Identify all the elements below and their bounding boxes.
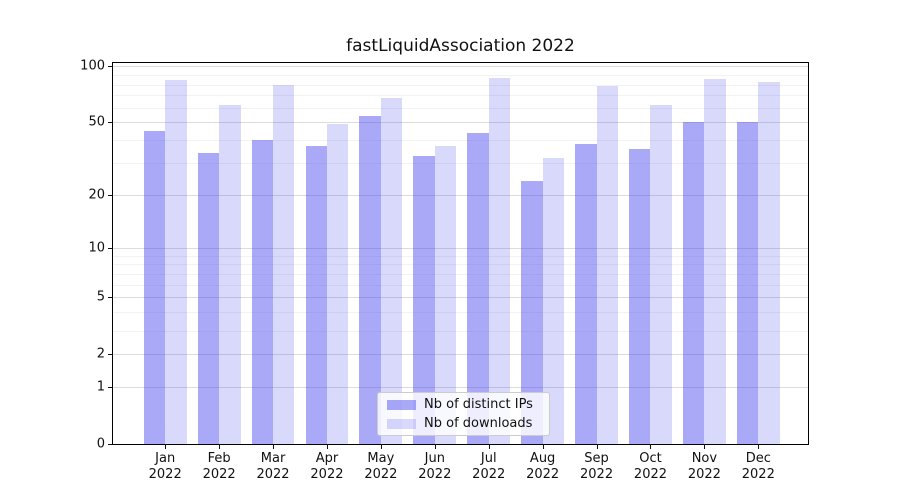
- bar-distinct-ips: [575, 144, 597, 444]
- x-axis-tick: [434, 444, 436, 449]
- legend-item-distinct-ips: Nb of distinct IPs: [387, 397, 540, 412]
- gridline-minor: [113, 107, 809, 109]
- gridline-minor: [113, 273, 809, 275]
- bar-distinct-ips: [197, 153, 220, 444]
- y-axis-tick-label: 20: [88, 187, 105, 203]
- bar-downloads: [596, 85, 618, 444]
- bar-downloads: [704, 78, 726, 444]
- x-axis-tick: [542, 444, 544, 449]
- x-axis-tick-label: Dec 2022: [741, 451, 775, 482]
- x-axis-tick-label: Nov 2022: [687, 451, 721, 482]
- gridline-major: [113, 66, 809, 68]
- bar-distinct-ips: [251, 140, 274, 444]
- bar-distinct-ips: [305, 146, 327, 444]
- gridline-minor: [113, 163, 809, 165]
- gridline-major: [113, 247, 809, 249]
- y-axis-tick-label: 100: [80, 58, 105, 74]
- gridline-major: [113, 194, 809, 196]
- y-axis-tick: [108, 354, 113, 356]
- gridline-minor: [113, 330, 809, 332]
- bar-downloads: [650, 105, 672, 444]
- gridline-minor: [113, 255, 809, 257]
- x-axis-tick-label: May 2022: [364, 451, 398, 482]
- legend-label-downloads: Nb of downloads: [424, 416, 533, 431]
- bar-downloads: [273, 84, 295, 444]
- y-axis-tick: [108, 247, 113, 249]
- legend-swatch-downloads: [387, 418, 416, 429]
- y-axis-tick-label: 1: [96, 379, 105, 395]
- gridline-minor: [113, 284, 809, 286]
- legend: Nb of distinct IPs Nb of downloads: [377, 392, 550, 436]
- y-axis-tick: [108, 194, 113, 196]
- bar-downloads: [542, 157, 565, 444]
- x-axis-tick: [165, 444, 167, 449]
- bar-downloads: [758, 81, 780, 444]
- x-axis-tick: [488, 444, 490, 449]
- y-axis-tick-label: 50: [88, 114, 105, 130]
- x-axis-tick: [380, 444, 382, 449]
- x-axis-tick-label: Mar 2022: [256, 451, 290, 482]
- gridline-major: [113, 354, 809, 356]
- bar-distinct-ips: [143, 130, 166, 444]
- gridline-major: [113, 387, 809, 389]
- gridline-minor: [113, 264, 809, 266]
- x-axis-tick: [326, 444, 328, 449]
- bar-distinct-ips: [359, 116, 381, 444]
- x-axis-tick: [704, 444, 706, 449]
- gridline-major: [113, 122, 809, 124]
- x-axis-tick: [219, 444, 221, 449]
- x-axis-tick: [596, 444, 598, 449]
- bar-distinct-ips: [683, 122, 705, 444]
- y-axis-tick-label: 0: [96, 436, 105, 452]
- bar-downloads: [326, 123, 349, 444]
- y-axis-tick: [108, 297, 113, 299]
- gridline-minor: [113, 95, 809, 97]
- gridline-minor: [113, 312, 809, 314]
- x-axis-tick: [650, 444, 652, 449]
- y-axis-tick: [108, 444, 113, 445]
- x-axis-tick: [273, 444, 275, 449]
- y-axis-tick: [108, 122, 113, 124]
- bar-downloads: [434, 146, 457, 444]
- y-axis-tick: [108, 66, 113, 68]
- y-axis-tick: [108, 387, 113, 389]
- x-axis-tick-label: Jan 2022: [148, 451, 182, 482]
- gridline-minor: [113, 74, 809, 76]
- gridline-major: [113, 297, 809, 299]
- bar-downloads: [165, 79, 187, 444]
- bar-distinct-ips: [467, 132, 489, 444]
- x-axis-tick-label: Apr 2022: [310, 451, 344, 482]
- bar-distinct-ips: [521, 180, 543, 444]
- y-axis-tick-label: 5: [96, 289, 105, 305]
- bar-downloads: [219, 105, 241, 444]
- legend-label-distinct-ips: Nb of distinct IPs: [424, 397, 533, 412]
- bar-downloads: [488, 77, 511, 444]
- bar-downloads: [380, 97, 403, 444]
- x-axis-tick-label: Oct 2022: [633, 451, 668, 482]
- legend-swatch-distinct-ips: [387, 399, 416, 410]
- bar-distinct-ips: [413, 155, 435, 444]
- y-axis-tick-label: 10: [88, 240, 105, 256]
- x-axis-tick-label: Jul 2022: [472, 451, 506, 482]
- gridline-minor: [113, 140, 809, 142]
- x-axis-tick-label: Aug 2022: [526, 451, 560, 482]
- x-axis-tick-label: Sep 2022: [580, 451, 614, 482]
- chart-title: fastLiquidAssociation 2022: [346, 36, 575, 56]
- x-axis-tick-label: Feb 2022: [202, 451, 236, 482]
- x-axis-tick: [758, 444, 760, 449]
- x-axis-tick-label: Jun 2022: [418, 451, 452, 482]
- y-axis-tick-label: 2: [96, 346, 105, 362]
- bar-distinct-ips: [629, 148, 651, 444]
- legend-item-downloads: Nb of downloads: [387, 416, 540, 431]
- bar-distinct-ips: [736, 122, 759, 444]
- gridline-minor: [113, 84, 809, 86]
